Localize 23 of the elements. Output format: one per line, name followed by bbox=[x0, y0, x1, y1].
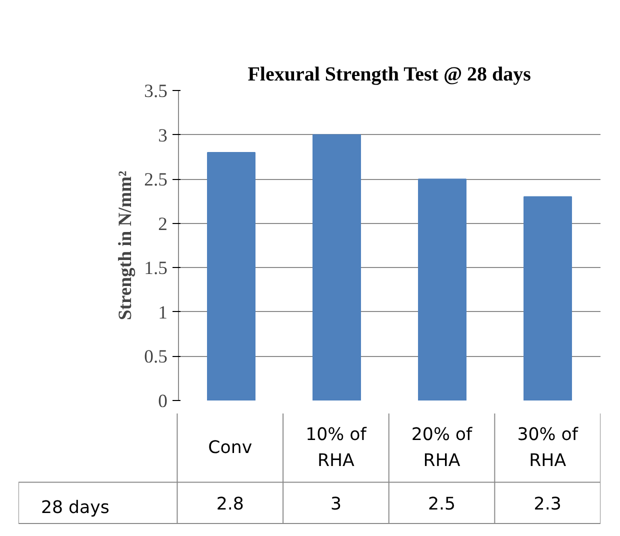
x-tick-label: Conv bbox=[208, 438, 252, 458]
y-tick-label: 2 bbox=[158, 214, 168, 235]
y-tick-label: 3 bbox=[158, 125, 168, 146]
y-tick-label: 3.5 bbox=[144, 81, 168, 102]
x-tick-label: 30% of RHA bbox=[517, 424, 579, 471]
y-tick-label: 1 bbox=[158, 302, 168, 324]
text: 28 days bbox=[41, 498, 110, 518]
bar bbox=[207, 152, 256, 400]
y-tick-label: 2.5 bbox=[144, 170, 168, 191]
data-label: 3 bbox=[330, 494, 342, 514]
y-tick-label: 1.5 bbox=[144, 258, 168, 280]
bar bbox=[418, 178, 466, 400]
data-label: 2.8 bbox=[216, 494, 244, 514]
x-tick-label: 10% of RHA bbox=[306, 424, 368, 471]
bar bbox=[312, 134, 361, 400]
y-tick-label: 0.5 bbox=[144, 346, 168, 368]
x-tick-label: 20% of RHA bbox=[411, 424, 474, 471]
bar bbox=[524, 196, 572, 400]
data-label: 2.3 bbox=[534, 494, 562, 514]
y-tick-label: 0 bbox=[158, 391, 168, 412]
chart-title: Flexural Strength Test @ 28 days bbox=[248, 64, 532, 86]
y-axis-title: Strength in N/mm² bbox=[115, 170, 136, 320]
data-label: 2.5 bbox=[428, 494, 456, 514]
